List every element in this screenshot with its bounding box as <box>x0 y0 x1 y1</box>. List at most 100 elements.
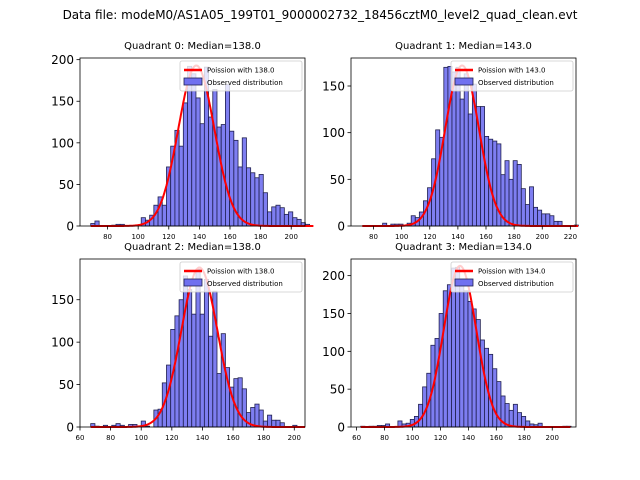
legend-label-fit: Poission with 138.0 <box>207 268 275 276</box>
x-tick-label: 200 <box>288 434 301 442</box>
legend-bar-swatch <box>183 278 203 287</box>
x-tick-label: 180 <box>257 434 270 442</box>
histogram-bar <box>216 373 222 428</box>
legend-box <box>450 261 574 293</box>
legend: Poission with 143.0 Observed distribution <box>450 60 574 92</box>
x-tick-label: 80 <box>106 434 115 442</box>
histogram-bar <box>208 116 214 227</box>
legend-label-observed: Observed distribution <box>207 79 283 87</box>
histogram-bar <box>161 204 167 227</box>
y-tick-label: 0 <box>337 220 345 234</box>
legend-box <box>179 60 303 92</box>
histogram-bar <box>508 409 514 428</box>
x-tick-label: 80 <box>380 434 389 442</box>
histogram-bar <box>533 206 539 227</box>
histogram-bar <box>275 419 281 428</box>
x-tick-label: 120 <box>165 434 178 442</box>
y-tick-label: 100 <box>322 345 345 359</box>
x-tick-label: 100 <box>131 233 144 241</box>
histogram-bar <box>443 66 449 227</box>
x-tick-label: 80 <box>369 233 378 241</box>
histogram-bar <box>524 204 530 227</box>
subplot-quadrant-0: Quadrant 0: Median=138.0 80 100 120 140 160 18… <box>51 41 314 241</box>
histogram-bar <box>267 211 273 227</box>
figure-suptitle: Data file: modeM0/AS1A05_199T01_90000027… <box>62 8 578 22</box>
x-tick-label: 60 <box>76 434 85 442</box>
histogram-bar <box>521 416 527 428</box>
x-tick-label: 160 <box>223 233 236 241</box>
histogram-bar <box>229 130 235 227</box>
legend-box <box>179 261 303 293</box>
histogram-bars <box>90 268 298 428</box>
legend-bar-swatch <box>454 77 474 86</box>
y-tick-label: 150 <box>322 307 345 321</box>
legend: Poission with 138.0 Observed distribution <box>179 261 303 293</box>
y-tick-label: 200 <box>322 269 345 283</box>
x-tick-label: 140 <box>451 233 464 241</box>
y-tick-label: 0 <box>66 421 74 435</box>
histogram-bar <box>187 289 193 428</box>
histogram-bar <box>178 145 184 227</box>
axes-frame <box>79 57 306 227</box>
histogram-bar <box>283 213 289 227</box>
x-tick-label: 100 <box>395 233 408 241</box>
y-tick-label: 100 <box>322 126 345 140</box>
x-tick-label: 160 <box>490 434 503 442</box>
y-tick-label: 100 <box>51 136 74 150</box>
histogram-bar <box>195 268 201 428</box>
subplot-title: Quadrant 1: Median=143.0 <box>395 41 532 52</box>
x-tick-label: 100 <box>135 434 148 442</box>
histogram-bar <box>292 217 298 227</box>
histogram-bar <box>191 73 197 227</box>
histogram-bar <box>467 300 473 428</box>
histogram-bar <box>520 188 526 227</box>
subplot-quadrant-1: Quadrant 1: Median=143.0 80 100 120 140 160 18… <box>322 41 579 241</box>
y-tick-label: 150 <box>51 95 74 109</box>
histogram-bar <box>537 209 543 227</box>
histogram-bar <box>541 213 547 227</box>
x-tick-label: 180 <box>254 233 267 241</box>
histogram-bar <box>174 315 180 428</box>
histogram-bar <box>220 333 226 428</box>
histogram-bar <box>279 207 285 227</box>
legend-label-fit: Poission with 143.0 <box>478 67 546 75</box>
legend-bar-swatch <box>454 278 474 287</box>
y-tick-label: 0 <box>66 220 74 234</box>
y-tick-label: 50 <box>59 378 74 392</box>
histogram-bar <box>199 123 205 227</box>
histogram-bar <box>237 377 243 428</box>
histogram-bar <box>517 412 522 428</box>
histogram-bar <box>492 368 498 428</box>
histogram-bar <box>549 215 555 227</box>
subplot-quadrant-3: Quadrant 3: Median=134.0 60 80 100 120 140 160… <box>322 242 577 442</box>
histogram-bar <box>529 186 534 227</box>
histogram-bar <box>288 211 294 227</box>
histogram-bar <box>434 338 440 428</box>
histogram-bar <box>212 89 218 227</box>
axes-frame <box>79 258 306 428</box>
subplot-title: Quadrant 3: Median=134.0 <box>395 242 532 253</box>
axes-frame <box>350 258 577 428</box>
y-tick-label: 50 <box>330 173 345 187</box>
x-tick-label: 140 <box>193 233 206 241</box>
subplot-title: Quadrant 0: Median=138.0 <box>124 41 261 52</box>
histogram-bar <box>492 140 498 227</box>
x-tick-label: 220 <box>564 233 577 241</box>
y-tick-label: 200 <box>51 53 74 67</box>
histogram-bar <box>258 174 264 227</box>
legend: Poission with 134.0 Observed distribution <box>450 261 574 293</box>
legend-label-observed: Observed distribution <box>478 79 554 87</box>
histogram-bar <box>241 137 247 227</box>
histogram-bar <box>203 278 209 428</box>
x-tick-label: 200 <box>285 233 298 241</box>
histogram-bar <box>254 177 260 227</box>
x-tick-label: 200 <box>546 434 559 442</box>
histogram-bar <box>246 167 252 227</box>
histogram-bar <box>182 102 188 227</box>
legend-label-fit: Poission with 134.0 <box>478 268 546 276</box>
histogram-bar <box>195 97 201 227</box>
histogram-bar <box>250 172 256 227</box>
histogram-bar <box>516 163 522 227</box>
histogram-bar <box>254 403 260 428</box>
legend-label-fit: Poission with 138.0 <box>207 67 275 75</box>
